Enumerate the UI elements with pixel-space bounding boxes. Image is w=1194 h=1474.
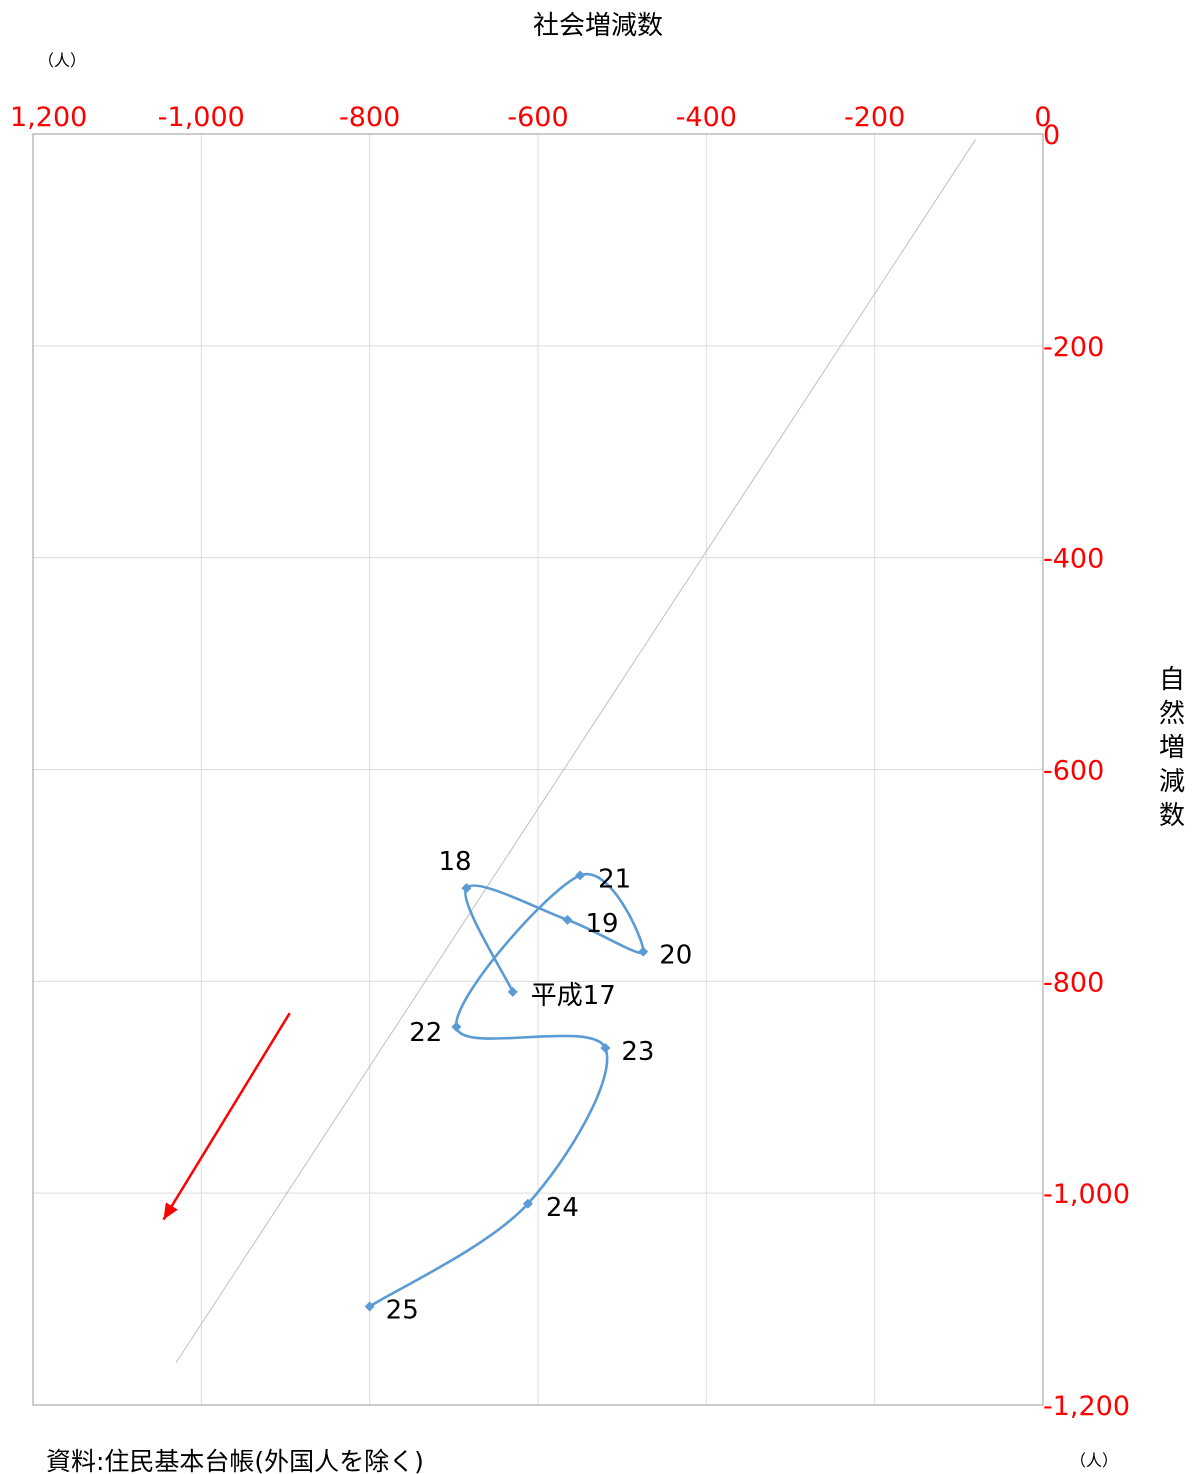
source-note: 資料:住民基本台帳(外国人を除く) xyxy=(46,1447,424,1474)
data-point-marker xyxy=(461,883,472,894)
chart-title: 社会増減数 xyxy=(533,11,663,41)
point-label: 平成17 xyxy=(531,981,616,1011)
x-tick-label: -800 xyxy=(339,102,400,133)
data-point-marker xyxy=(575,870,586,881)
y-tick-label: -400 xyxy=(1043,544,1104,575)
y-axis-title-char: 数 xyxy=(1159,801,1185,831)
point-label: 18 xyxy=(438,847,471,877)
y-tick-label: -200 xyxy=(1043,332,1104,363)
grid-lines xyxy=(33,134,1043,1405)
x-axis-unit: （人） xyxy=(38,51,86,70)
point-label: 24 xyxy=(546,1193,579,1223)
y-tick-label: 0 xyxy=(1043,120,1060,151)
data-point-marker xyxy=(451,1021,462,1032)
y-axis-title-char: 自 xyxy=(1159,665,1185,695)
series-line xyxy=(368,872,645,1308)
point-label: 23 xyxy=(621,1037,654,1067)
y-axis-unit: （人） xyxy=(1070,1451,1118,1470)
data-point-marker xyxy=(507,986,518,997)
y-axis-title-char: 減 xyxy=(1159,767,1185,797)
x-tick-label: -1,000 xyxy=(158,102,245,133)
x-tick-label: -400 xyxy=(676,102,737,133)
point-label: 20 xyxy=(659,941,692,971)
x-axis-tick-labels: 1,200 -1,000 -800 -600 -400 -200 0 xyxy=(10,102,1052,133)
point-label: 25 xyxy=(386,1295,419,1325)
point-label: 21 xyxy=(598,864,631,894)
y-tick-label: -800 xyxy=(1043,967,1104,998)
point-labels: 平成17 18 19 20 21 22 23 24 25 xyxy=(386,847,693,1325)
y-tick-label: -1,000 xyxy=(1043,1179,1130,1210)
y-axis-title-char: 然 xyxy=(1159,699,1185,729)
data-point-marker xyxy=(562,914,573,925)
arrow xyxy=(162,1012,291,1221)
x-tick-label: -600 xyxy=(507,102,568,133)
plot-area-border xyxy=(32,133,1044,1406)
data-point-marker xyxy=(522,1198,533,1209)
arrow-shaft xyxy=(162,1012,291,1221)
point-label: 22 xyxy=(409,1018,442,1048)
data-point-marker xyxy=(600,1043,611,1054)
x-tick-label: 1,200 xyxy=(10,102,87,133)
y-axis-tick-labels: 0 -200 -400 -600 -800 -1,000 -1,200 xyxy=(1043,120,1130,1422)
x-tick-label: -200 xyxy=(844,102,905,133)
arrow-head xyxy=(163,1202,178,1220)
y-tick-label: -600 xyxy=(1043,756,1104,787)
reference-line xyxy=(175,139,977,1363)
data-point-marker xyxy=(364,1301,375,1312)
data-point-marker xyxy=(638,946,649,957)
x-tick-label: 0 xyxy=(1034,102,1051,133)
data-markers xyxy=(364,870,649,1312)
y-axis-title-char: 増 xyxy=(1159,733,1185,763)
y-tick-label: -1,200 xyxy=(1043,1391,1130,1422)
point-label: 19 xyxy=(585,909,618,939)
